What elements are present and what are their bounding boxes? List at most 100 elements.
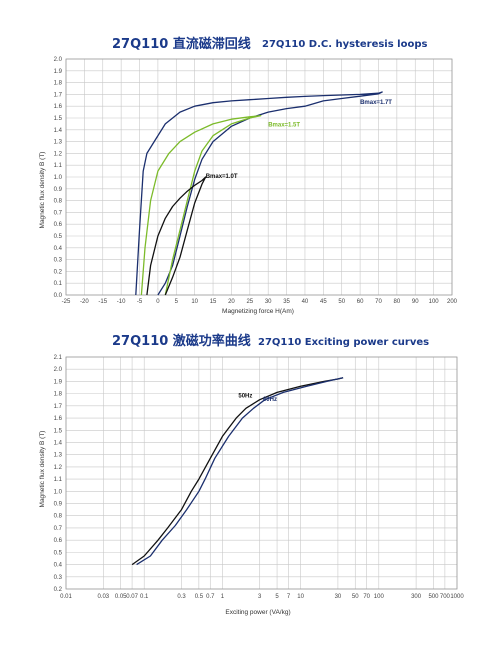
chart2-xtick-label: 500: [428, 594, 439, 600]
chart2-plot-frame: [65, 356, 458, 590]
chart2-xtick-label: 0.1: [140, 594, 149, 600]
chart2-ytick-label: 1.0: [54, 489, 63, 495]
chart2-xtick-label: 1: [221, 594, 225, 600]
chart2-xtick-label: 7: [287, 594, 291, 600]
chart2-ytick-label: 0.2: [54, 587, 63, 593]
chart1-ytick-label: 1.7: [54, 92, 63, 98]
chart1-ytick-label: 1.0: [54, 175, 63, 181]
chart2-ticks: 0.2 0.3 0.4 0.5 0.6 0.7 0.8 0.9 1.0 1.1 1.2 1.3 1.4 1…: [54, 355, 465, 600]
chart2-xtick-label: 50: [352, 594, 359, 600]
chart2-xtick-label: 0.05: [115, 594, 127, 600]
chart1-series-label: Bmax=1.0T: [206, 174, 238, 180]
chart1-xtick-label: 200: [447, 299, 458, 305]
chart1-ytick-label: 1.4: [54, 128, 63, 134]
chart2-xtick-label: 100: [374, 594, 385, 600]
chart1-ytick-label: 0.2: [54, 269, 63, 275]
chart2-xtick-label: 10: [297, 594, 304, 600]
chart1-xtick-label: -20: [80, 299, 89, 305]
chart1-ytick-label: 0.4: [54, 246, 63, 252]
chart2-xtick-label: 0.7: [206, 594, 215, 600]
chart1-xtick-label: 0: [156, 299, 160, 305]
chart2-xtick-label: 30: [335, 594, 342, 600]
chart1-xtick-label: 50: [338, 299, 345, 305]
chart1-series-label: Bmax=1.5T: [268, 122, 300, 128]
chart2-ytick-label: 1.9: [54, 379, 63, 385]
chart1-plot-frame: [65, 58, 453, 296]
exciting-power-chart: 27Q110 激磁功率曲线 27Q110 Exciting power curv…: [39, 333, 465, 616]
chart1-ylabel: Magnetic flux density B (T): [39, 152, 46, 229]
chart1-xtick-label: 45: [320, 299, 327, 305]
chart2-xtick-label: 3: [258, 594, 262, 600]
chart1-xtick-label: 5: [175, 299, 179, 305]
chart2-ytick-label: 1.1: [54, 477, 63, 483]
chart1-ytick-label: 1.5: [54, 116, 63, 122]
chart2-xtick-label: 0.01: [60, 594, 72, 600]
chart1-xtick-label: -25: [62, 299, 71, 305]
chart1-xtick-label: 10: [191, 299, 198, 305]
chart1-ytick-label: 1.3: [54, 140, 63, 146]
chart2-xlabel: Exciting power (VA/kg): [225, 609, 290, 616]
chart1-ytick-label: 1.1: [54, 163, 63, 169]
chart1-xtick-label: 25: [246, 299, 253, 305]
chart1-subtitle: 27Q110 D.C. hysteresis loops: [262, 39, 427, 50]
chart1-ticks: 0.0 0.1 0.2 0.3 0.4 0.5 0.6 0.7 0.8 0.9 1.0 1.1 1.2 1…: [54, 57, 458, 305]
chart1-ytick-label: 0.1: [54, 281, 63, 287]
chart1-ytick-label: 0.9: [54, 187, 63, 193]
chart2-xtick-label: 0.03: [97, 594, 109, 600]
chart1-series-line: [135, 91, 383, 296]
chart2-ytick-label: 1.3: [54, 453, 63, 459]
chart2-xtick-label: 300: [411, 594, 422, 600]
chart2-ytick-label: 0.9: [54, 502, 63, 508]
chart2-ytick-label: 0.6: [54, 538, 63, 544]
chart1-xtick-label: 35: [283, 299, 290, 305]
chart2-xtick-label: 1000: [450, 594, 464, 600]
chart2-ytick-label: 1.4: [54, 440, 63, 446]
chart1-xtick-label: 30: [265, 299, 272, 305]
chart1-grid: [65, 58, 453, 296]
chart1-xtick-label: 80: [394, 299, 401, 305]
chart2-series-label: 60Hz: [263, 397, 277, 403]
chart1-xtick-label: 70: [375, 299, 382, 305]
chart2-series: 50Hz 60Hz: [131, 377, 344, 566]
chart1-xtick-label: 60: [357, 299, 364, 305]
chart2-series-line: [136, 377, 344, 566]
chart2-ytick-label: 0.8: [54, 514, 63, 520]
chart2-ytick-label: 2.0: [54, 367, 63, 373]
chart1-ytick-label: 1.2: [54, 151, 63, 157]
chart2-xtick-label: 70: [363, 594, 370, 600]
chart2-xtick-label: 0.07: [126, 594, 138, 600]
chart1-ytick-label: 0.6: [54, 222, 63, 228]
chart1-xtick-label: 40: [302, 299, 309, 305]
chart2-ytick-label: 1.6: [54, 416, 63, 422]
chart1-ytick-label: 1.9: [54, 69, 63, 75]
chart2-ytick-label: 1.2: [54, 465, 63, 471]
chart1-xtick-label: -15: [98, 299, 107, 305]
chart1-xtick-label: 20: [228, 299, 235, 305]
chart2-ylabel: Magnetic flux density B (T): [39, 431, 46, 508]
chart2-ytick-label: 1.5: [54, 428, 63, 434]
chart1-ytick-label: 0.5: [54, 234, 63, 240]
chart2-ytick-label: 1.8: [54, 392, 63, 398]
chart1-ytick-label: 0.7: [54, 210, 63, 216]
chart1-xtick-label: -5: [137, 299, 143, 305]
chart2-subtitle: 27Q110 Exciting power curves: [258, 337, 429, 348]
chart2-title: 27Q110 激磁功率曲线: [112, 333, 251, 349]
hysteresis-chart: 27Q110 直流磁滞回线 27Q110 D.C. hysteresis loo…: [39, 36, 458, 315]
chart2-xtick-label: 700: [440, 594, 451, 600]
chart1-ytick-label: 0.0: [54, 293, 63, 299]
chart1-ytick-label: 1.8: [54, 81, 63, 87]
chart1-xtick-label: 15: [210, 299, 217, 305]
chart2-ytick-label: 0.4: [54, 563, 63, 569]
chart1-xlabel: Magnetizing force H(Am): [222, 308, 294, 315]
chart1-ytick-label: 0.3: [54, 258, 63, 264]
chart2-ytick-label: 0.5: [54, 550, 63, 556]
chart1-ytick-label: 2.0: [54, 57, 63, 63]
chart2-series-line: [131, 377, 344, 566]
chart2-ytick-label: 1.7: [54, 404, 63, 410]
chart1-xtick-label: 100: [429, 299, 440, 305]
chart1-ytick-label: 1.6: [54, 104, 63, 110]
chart2-ytick-label: 0.3: [54, 575, 63, 581]
chart1-series-label: Bmax=1.7T: [360, 100, 392, 106]
chart2-grid: [65, 356, 458, 590]
